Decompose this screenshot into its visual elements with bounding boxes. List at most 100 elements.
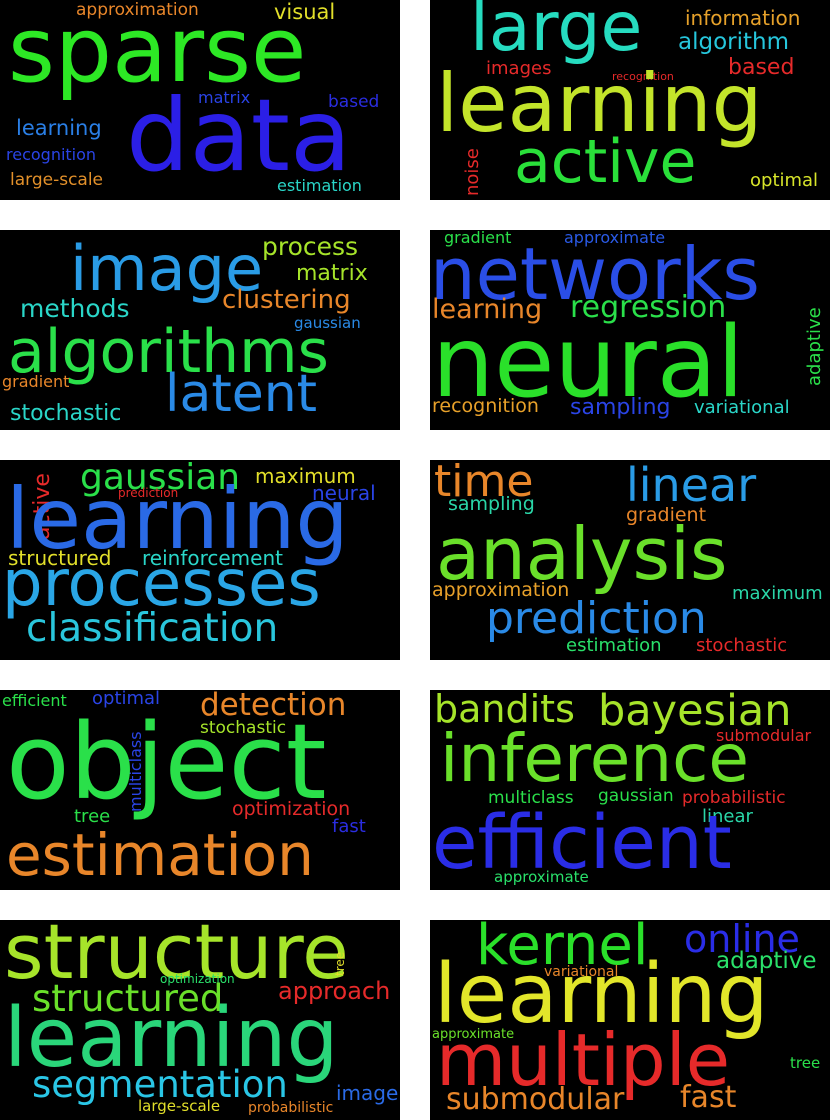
wordcloud-panel-5: active gaussian maximum prediction neura… bbox=[0, 460, 400, 660]
wordcloud-panel-3: image process matrix methods clustering … bbox=[0, 230, 400, 430]
word: linear bbox=[702, 806, 753, 827]
word: time bbox=[434, 460, 534, 507]
word: submodular bbox=[716, 726, 812, 745]
word: tree bbox=[790, 1054, 821, 1072]
word: learning bbox=[432, 294, 543, 325]
word: approximate bbox=[494, 868, 589, 886]
wordcloud-panel-9: structure tree optimization structured a… bbox=[0, 920, 400, 1120]
word: matrix bbox=[198, 88, 251, 107]
word: structure bbox=[4, 920, 349, 996]
word: algorithms bbox=[8, 317, 329, 387]
word: reinforcement bbox=[142, 546, 283, 570]
word: sampling bbox=[448, 493, 535, 515]
word: structured bbox=[32, 977, 224, 1020]
word: adaptive bbox=[804, 307, 825, 386]
word: submodular bbox=[446, 1082, 625, 1117]
word: optimal bbox=[750, 170, 819, 191]
word: gradient bbox=[626, 504, 707, 526]
word: learning bbox=[436, 57, 763, 150]
word: prediction bbox=[486, 593, 707, 644]
word: bayesian bbox=[598, 690, 792, 736]
word: stochastic bbox=[200, 718, 287, 738]
word: learning bbox=[6, 470, 349, 568]
word: maximum bbox=[732, 583, 823, 604]
word: variational bbox=[694, 397, 790, 418]
word: classification bbox=[26, 606, 279, 651]
word: networks bbox=[430, 232, 760, 316]
word: matrix bbox=[296, 261, 368, 286]
word: probabilistic bbox=[682, 788, 786, 808]
word: stochastic bbox=[10, 401, 122, 426]
word: approximation bbox=[432, 579, 570, 601]
word: image bbox=[70, 232, 264, 305]
word: based bbox=[728, 55, 795, 80]
word: segmentation bbox=[32, 1063, 288, 1106]
word: process bbox=[262, 232, 359, 261]
word: estimation bbox=[6, 821, 314, 889]
word: active bbox=[514, 127, 697, 197]
word: probabilistic bbox=[248, 1100, 334, 1116]
word: methods bbox=[20, 294, 130, 323]
word: learning bbox=[16, 116, 102, 140]
word: estimation bbox=[277, 176, 362, 195]
word: learning bbox=[4, 991, 339, 1086]
word: approximation bbox=[76, 0, 199, 20]
word: stochastic bbox=[696, 635, 788, 656]
word: optimal bbox=[92, 690, 161, 709]
word: variational bbox=[544, 964, 619, 980]
wordcloud-panel-1: sparse data approximation visual matrix … bbox=[0, 0, 400, 200]
word: inference bbox=[440, 720, 750, 797]
word: bandits bbox=[434, 690, 575, 731]
word: prediction bbox=[118, 486, 179, 500]
word: neural bbox=[432, 306, 745, 420]
word: large-scale bbox=[138, 1097, 221, 1115]
word: tree bbox=[74, 806, 111, 827]
word: based bbox=[328, 92, 380, 112]
word: optimization bbox=[232, 798, 351, 820]
wordcloud-panel-2: large information algorithm images recog… bbox=[430, 0, 830, 200]
wordcloud-panel-6: time linear sampling gradient analysis a… bbox=[430, 460, 830, 660]
word: images bbox=[486, 58, 552, 79]
word: tree bbox=[333, 951, 347, 976]
word: multiple bbox=[436, 1018, 731, 1102]
word: recognition bbox=[432, 395, 539, 417]
wordcloud-panel-7: efficient optimal detection multiclass s… bbox=[0, 690, 400, 890]
word: data bbox=[126, 77, 352, 194]
word: gradient bbox=[444, 230, 512, 247]
word: approach bbox=[278, 977, 391, 1005]
word: recognition bbox=[6, 145, 97, 164]
word: large bbox=[470, 0, 643, 67]
word: gaussian bbox=[80, 460, 241, 498]
word: latent bbox=[165, 364, 318, 424]
word: adaptive bbox=[716, 948, 817, 974]
word: object bbox=[6, 701, 327, 823]
word: visual bbox=[274, 0, 336, 24]
word: learning bbox=[434, 947, 769, 1042]
word: approximate bbox=[432, 1027, 515, 1042]
word: online bbox=[684, 920, 800, 961]
wordcloud-panel-10: kernel online adaptive variational learn… bbox=[430, 920, 830, 1120]
word: maximum bbox=[255, 464, 356, 488]
word: large-scale bbox=[10, 170, 104, 190]
word: processes bbox=[2, 547, 321, 621]
word: algorithm bbox=[678, 29, 790, 55]
word: approximate bbox=[564, 230, 666, 247]
word: analysis bbox=[436, 512, 728, 596]
word: regression bbox=[570, 290, 727, 325]
word: multiclass bbox=[488, 788, 574, 808]
word: fast bbox=[332, 816, 366, 837]
word: linear bbox=[626, 460, 757, 512]
word: fast bbox=[680, 1080, 737, 1115]
word: noise bbox=[462, 148, 483, 196]
word: information bbox=[685, 6, 801, 30]
word: recognition bbox=[612, 70, 674, 83]
word: gaussian bbox=[294, 314, 361, 332]
word: optimization bbox=[160, 972, 235, 986]
wordcloud-panel-8: bandits bayesian submodular inference mu… bbox=[430, 690, 830, 890]
word: efficient bbox=[432, 800, 732, 886]
word: image bbox=[336, 1081, 399, 1105]
word: estimation bbox=[566, 635, 662, 656]
word: detection bbox=[200, 690, 347, 723]
word: clustering bbox=[222, 285, 351, 315]
word: gradient bbox=[2, 372, 70, 391]
